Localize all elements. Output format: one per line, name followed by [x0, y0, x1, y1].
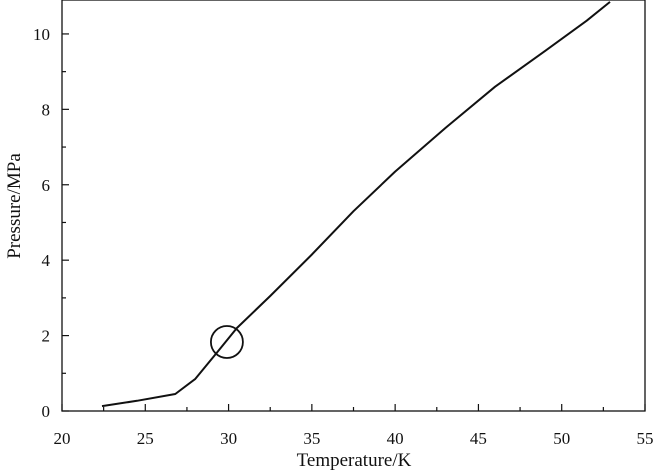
- y-tick-label: 6: [42, 176, 51, 195]
- x-tick-label: 45: [470, 429, 487, 448]
- annotation-layer: [210, 325, 244, 359]
- y-tick-label: 4: [42, 251, 51, 270]
- y-tick-label: 8: [42, 100, 51, 119]
- x-tick-label: 20: [54, 429, 71, 448]
- x-tick-label: 25: [137, 429, 154, 448]
- x-tick-label: 40: [387, 429, 404, 448]
- y-axis-label: Pressure/MPa: [4, 153, 25, 259]
- y-tick-label: 10: [33, 25, 50, 44]
- axis-ticks: [61, 33, 646, 412]
- x-tick-label: 50: [553, 429, 570, 448]
- y-tick-label: 2: [42, 327, 51, 346]
- x-tick-label: 30: [220, 429, 237, 448]
- y-tick-label: 0: [42, 402, 51, 421]
- series-layer: [101, 1, 611, 408]
- x-tick-label: 55: [637, 429, 654, 448]
- series-line: [101, 1, 611, 408]
- x-tick-label: 35: [303, 429, 320, 448]
- highlight-circle: [210, 325, 244, 359]
- plot-frame: [61, 0, 646, 412]
- tick-labels: 20 25 30 35 40 45 50 55 0 2 4 6 8 10: [33, 25, 654, 448]
- x-axis-label: Temperature/K: [297, 450, 412, 471]
